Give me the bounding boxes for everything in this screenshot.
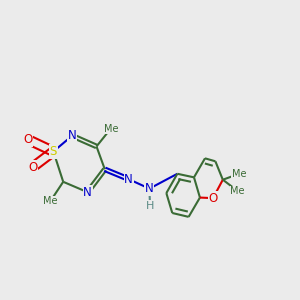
Text: O: O: [23, 133, 33, 146]
Text: H: H: [146, 201, 154, 211]
Text: N: N: [124, 172, 133, 186]
Text: N: N: [83, 186, 92, 199]
Text: O: O: [208, 192, 217, 205]
Text: O: O: [28, 161, 37, 174]
Text: S: S: [50, 145, 57, 158]
Text: N: N: [145, 182, 154, 195]
Text: Me: Me: [103, 124, 118, 134]
Text: Me: Me: [232, 169, 246, 179]
Text: Me: Me: [43, 196, 58, 206]
Text: N: N: [68, 129, 76, 142]
Text: Me: Me: [230, 186, 245, 196]
